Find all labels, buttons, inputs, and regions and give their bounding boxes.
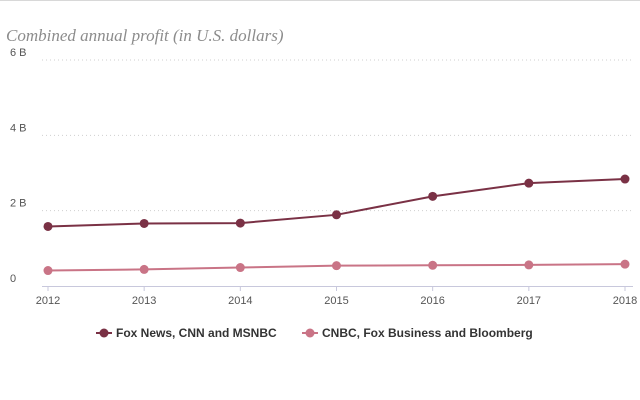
x-tick-label: 2014: [228, 295, 252, 307]
series-1-point[interactable]: [620, 174, 630, 184]
series-1-point[interactable]: [524, 178, 534, 188]
y-tick-label: 4 B: [10, 122, 27, 134]
x-tick-label: 2017: [517, 295, 541, 307]
legend-point-marker: [305, 328, 315, 338]
series-2-point[interactable]: [428, 260, 438, 270]
series-1-point[interactable]: [235, 218, 245, 228]
legend-item-2[interactable]: CNBC, Fox Business and Bloomberg: [302, 326, 533, 340]
series-1-point[interactable]: [139, 218, 149, 228]
legend-label: Fox News, CNN and MSNBC: [116, 326, 277, 340]
legend-item-1[interactable]: Fox News, CNN and MSNBC: [96, 326, 277, 340]
x-tick-label: 2018: [613, 295, 637, 307]
series-1-point[interactable]: [332, 210, 341, 220]
legend-point-marker: [99, 328, 109, 338]
series-1-point[interactable]: [428, 191, 438, 201]
x-tick-label: 2015: [324, 295, 348, 307]
y-tick-label: 6 B: [10, 47, 27, 59]
top-divider: [0, 0, 640, 1]
y-tick-label: 2 B: [10, 198, 27, 210]
series-2-point[interactable]: [620, 259, 630, 269]
x-tick-label: 2013: [132, 295, 156, 307]
series-2-point[interactable]: [139, 264, 149, 274]
series-2-point[interactable]: [332, 261, 341, 271]
x-tick-label: 2012: [36, 295, 60, 307]
series-2-point[interactable]: [43, 266, 53, 276]
series-2-point[interactable]: [524, 260, 534, 270]
series-2-point[interactable]: [235, 263, 245, 273]
y-tick-label: 0: [10, 273, 16, 285]
x-tick-label: 2016: [420, 295, 444, 307]
chart-title: Combined annual profit (in U.S. dollars): [6, 26, 284, 45]
series-line-1: [47, 178, 626, 228]
legend-label: CNBC, Fox Business and Bloomberg: [322, 326, 533, 340]
series-1-point[interactable]: [43, 221, 53, 231]
